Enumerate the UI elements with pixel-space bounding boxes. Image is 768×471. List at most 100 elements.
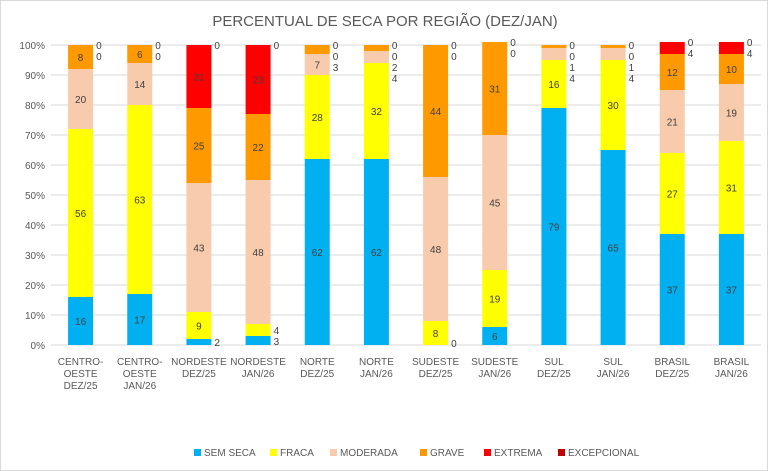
data-label: 0 <box>333 52 339 63</box>
bar-segment <box>186 108 212 183</box>
data-label: 9 <box>196 322 202 333</box>
data-label: 65 <box>608 244 620 255</box>
bar-stack: 37 27 21 12 04 <box>659 38 694 345</box>
data-label: 30 <box>608 101 620 112</box>
x-tick-label: SUL JAN/26 <box>597 357 630 380</box>
bar-segment <box>304 45 330 54</box>
bar-segment <box>659 90 685 153</box>
bar-segment <box>363 159 389 345</box>
data-label: 27 <box>667 190 679 201</box>
x-tick-label: BRASIL JAN/26 <box>714 357 750 380</box>
data-label: 17 <box>134 316 146 327</box>
data-label: 37 <box>667 286 679 297</box>
bar-segment <box>600 45 626 48</box>
bar-segment <box>423 45 449 177</box>
data-label: 0 <box>392 52 398 63</box>
data-label: 1 <box>629 63 635 74</box>
data-label: 0 <box>629 52 635 63</box>
data-label: 4 <box>392 74 398 85</box>
data-label: 10 <box>726 65 738 76</box>
data-label: 19 <box>489 295 501 306</box>
data-label: 45 <box>489 199 501 210</box>
data-label: 56 <box>75 209 87 220</box>
data-label: 31 <box>726 184 738 195</box>
data-label: 14 <box>134 80 146 91</box>
data-label: 22 <box>253 143 265 154</box>
data-label: 23 <box>253 76 265 87</box>
data-label: 8 <box>78 53 84 64</box>
bar-segment <box>304 75 330 159</box>
data-label: 0 <box>688 38 694 49</box>
data-label: 63 <box>134 196 146 207</box>
bar-segment <box>659 234 685 345</box>
bar-segment <box>659 153 685 234</box>
bar-segment <box>68 297 94 345</box>
legend-item: EXCEPCIONAL <box>558 448 640 459</box>
legend-label: FRACA <box>280 448 314 459</box>
x-tick-label: NORDESTE DEZ/25 <box>171 357 227 380</box>
y-tick-label: 0% <box>31 341 46 352</box>
data-label: 0 <box>333 41 339 52</box>
data-label: 8 <box>433 329 439 340</box>
bar-segment <box>245 45 271 114</box>
bar-segment <box>127 294 153 345</box>
legend-label: SEM SECA <box>204 448 256 459</box>
data-label: 2 <box>392 63 398 74</box>
data-label: 4 <box>274 326 280 337</box>
y-tick-label: 60% <box>25 161 45 172</box>
bar-segment <box>304 54 330 75</box>
bar-stack: 17 63 14 6 00 <box>127 41 161 345</box>
legend-swatch <box>484 449 491 456</box>
bar-segment <box>127 105 153 294</box>
y-tick-label: 30% <box>25 251 45 262</box>
bar-segment <box>68 129 94 297</box>
data-label: 43 <box>193 244 205 255</box>
data-label: 28 <box>312 113 324 124</box>
bar-segment <box>304 159 330 345</box>
data-label: 79 <box>548 223 560 234</box>
data-label: 0 <box>451 339 457 350</box>
legend-label: GRAVE <box>430 448 465 459</box>
bar-segment <box>363 63 389 159</box>
legend-item: FRACA <box>270 448 314 459</box>
y-tick-label: 80% <box>25 101 45 112</box>
y-tick-label: 90% <box>25 71 45 82</box>
bar-segment <box>600 60 626 150</box>
x-tick-label: SUL DEZ/25 <box>537 357 571 380</box>
bar-segment <box>718 42 744 54</box>
data-label: 19 <box>726 109 738 120</box>
bar-segment <box>718 141 744 234</box>
bar-segment <box>482 327 508 345</box>
data-label: 44 <box>430 107 442 118</box>
bar-segment <box>245 180 271 324</box>
bar-segment <box>541 48 567 60</box>
y-tick-label: 40% <box>25 221 45 232</box>
bar-segment <box>600 150 626 345</box>
bar-stack: 37 31 19 10 04 <box>718 38 753 345</box>
bar-segment <box>423 321 449 345</box>
bar-segment <box>541 108 567 345</box>
x-tick-label: SUDESTE DEZ/25 <box>412 357 460 380</box>
y-tick-label: 50% <box>25 191 45 202</box>
data-label: 0 <box>747 38 753 49</box>
bar-segment <box>718 234 744 345</box>
bar-segment <box>600 48 626 60</box>
bar-segment <box>482 135 508 270</box>
legend-item: EXTREMA <box>484 448 543 459</box>
legend-label: EXTREMA <box>494 448 543 459</box>
data-label: 0 <box>274 41 280 52</box>
data-label: 48 <box>430 245 442 256</box>
data-label: 4 <box>629 74 635 85</box>
x-tick-label: NORTE DEZ/25 <box>300 357 335 380</box>
bar-stack: 9 43 25 21 0 2 <box>186 41 220 349</box>
bar-segment <box>659 54 685 90</box>
data-label: 1 <box>569 63 575 74</box>
data-label: 4 <box>688 49 694 60</box>
data-label: 0 <box>96 41 102 52</box>
x-tick-label: BRASIL DEZ/25 <box>654 357 690 380</box>
data-label: 0 <box>392 41 398 52</box>
data-label: 32 <box>371 107 383 118</box>
